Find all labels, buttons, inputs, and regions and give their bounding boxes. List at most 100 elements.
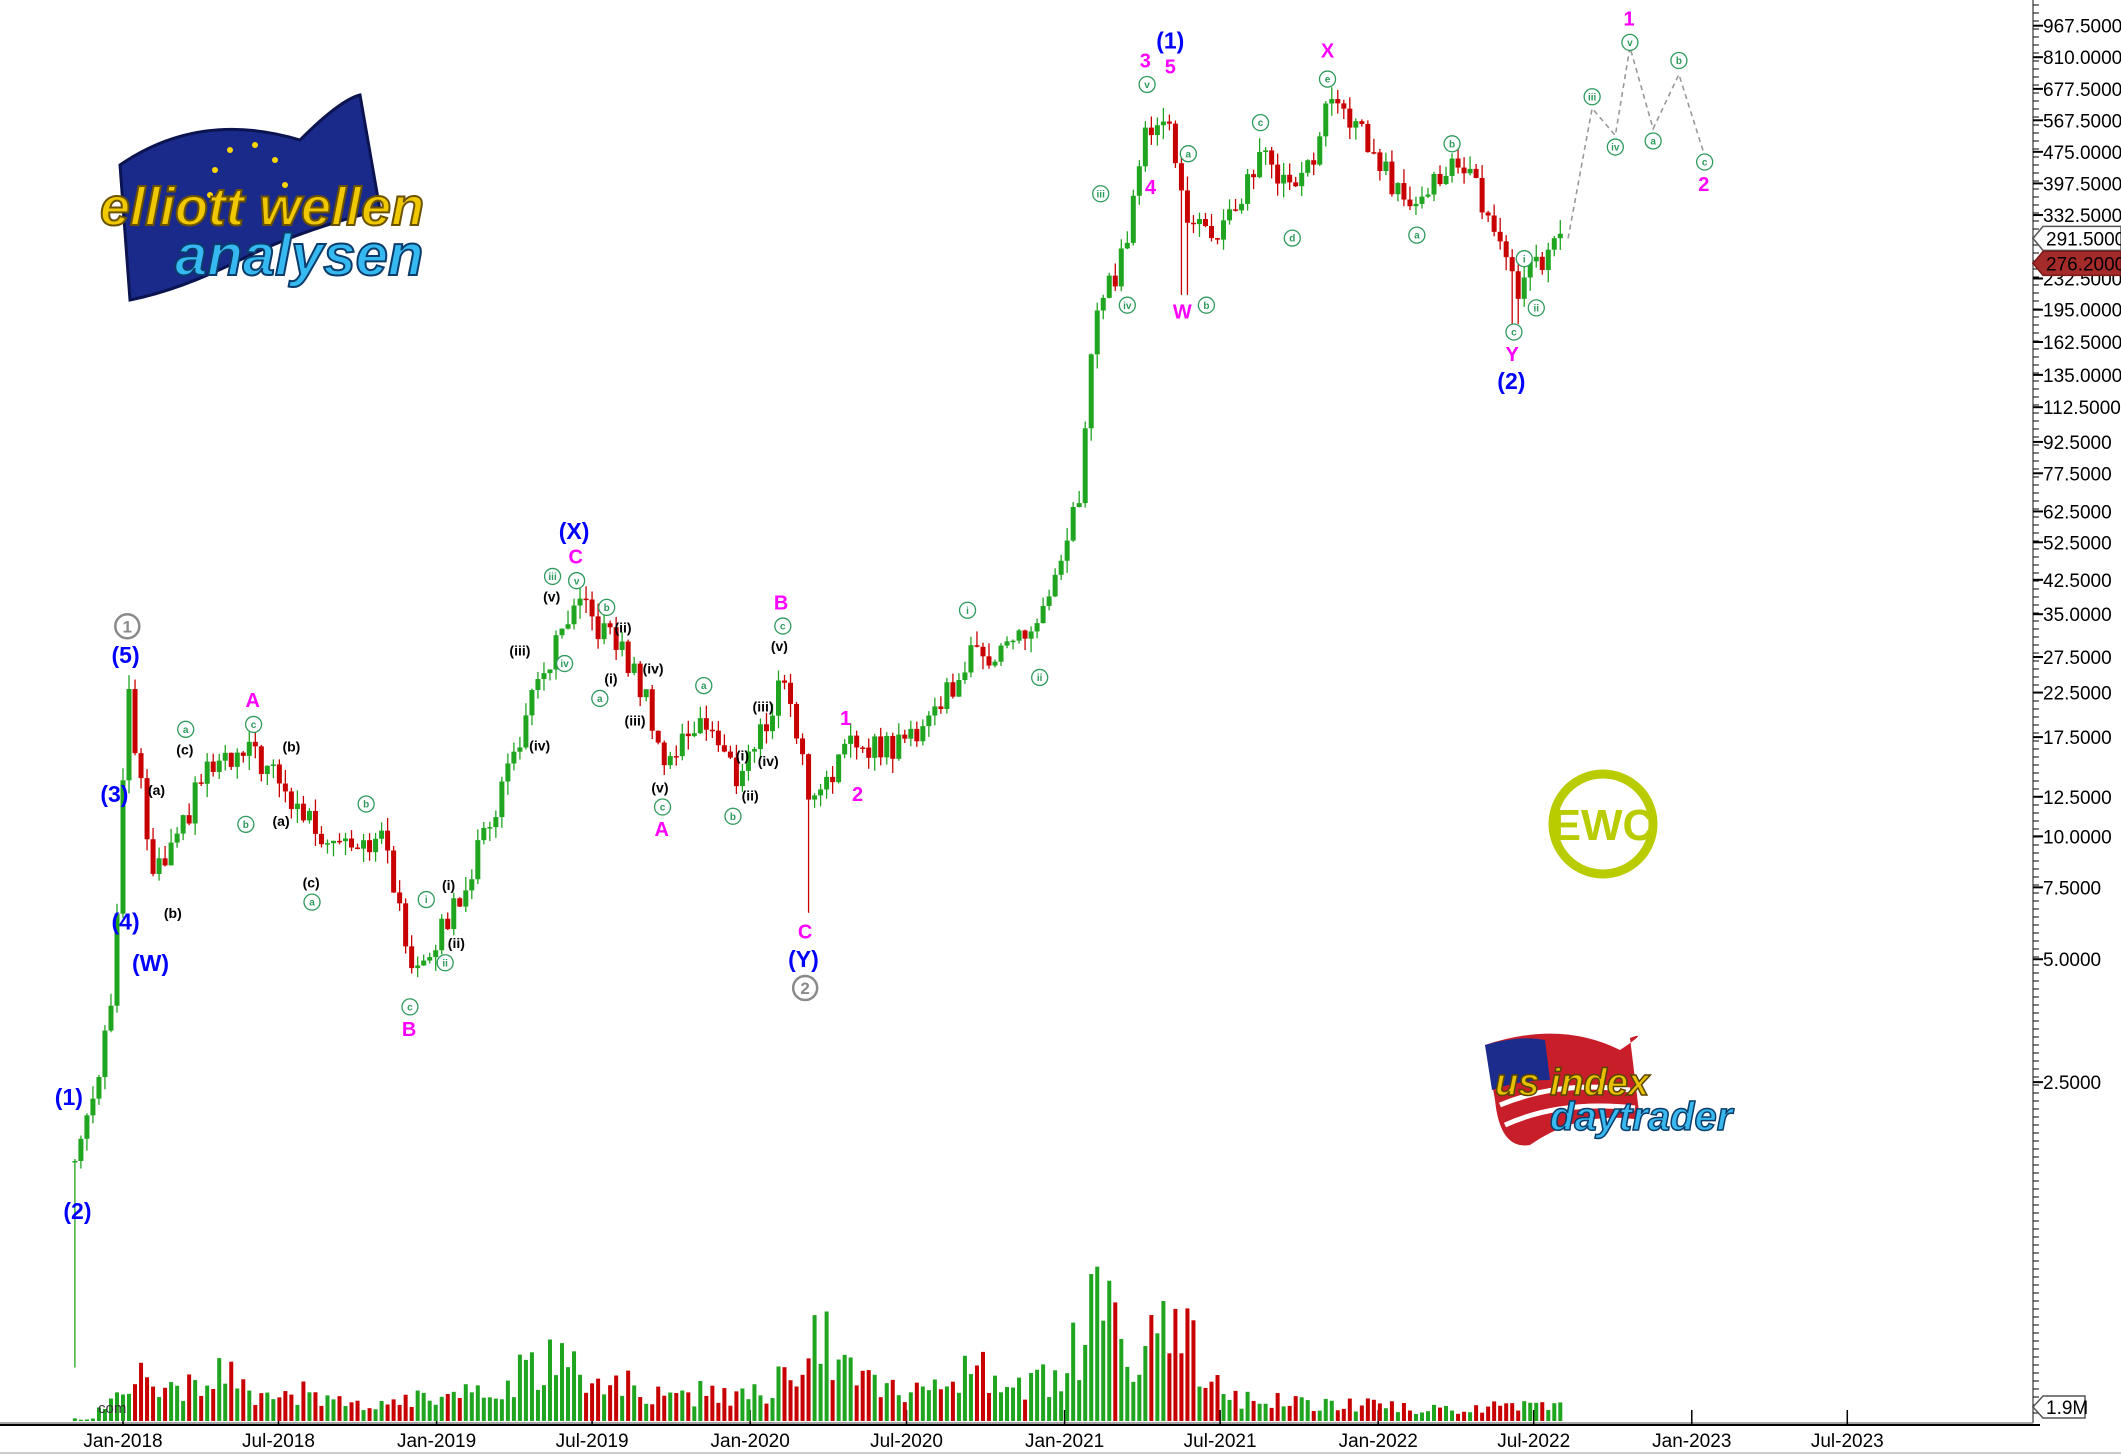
volume-bar — [1167, 1353, 1172, 1421]
volume-bar — [758, 1395, 763, 1421]
candle-body — [288, 791, 294, 810]
volume-bar — [854, 1385, 859, 1421]
candle-body — [1034, 623, 1040, 632]
volume-bar — [950, 1381, 955, 1421]
volume-bar — [355, 1400, 360, 1421]
wave-label-group: (ii) — [614, 619, 631, 635]
volume-bar — [1083, 1344, 1088, 1421]
volume-bar — [896, 1395, 901, 1421]
volume-bar — [986, 1392, 991, 1421]
wave-label-group: (2) — [63, 1198, 91, 1224]
volume-bar — [596, 1378, 601, 1421]
date-tick-label: Jul-2021 — [1184, 1431, 1257, 1452]
candle-body — [920, 726, 926, 742]
wave-label-group: a — [177, 720, 195, 738]
volume-bar — [409, 1406, 414, 1421]
candle-body — [1124, 242, 1130, 249]
volume-bar — [740, 1388, 745, 1421]
wave-label: c — [660, 803, 666, 814]
candle-body — [914, 728, 920, 742]
date-tick-label: Jan-2022 — [1339, 1431, 1418, 1452]
volume-bar — [842, 1354, 847, 1421]
volume-bar — [102, 1408, 107, 1421]
wave-label-group: (b) — [282, 739, 300, 755]
volume-bar — [511, 1397, 516, 1421]
volume-bar — [1131, 1381, 1136, 1421]
candle-body — [120, 780, 126, 914]
wave-label-group: a — [303, 893, 321, 911]
candle-body — [1437, 173, 1443, 185]
volume-bar — [1371, 1399, 1376, 1421]
candle-body — [1413, 203, 1419, 207]
candle-body — [703, 718, 709, 730]
volume-bar — [1335, 1410, 1340, 1421]
volume-bar — [1486, 1406, 1491, 1421]
candle-body — [1293, 182, 1299, 187]
candle-body — [1431, 173, 1437, 195]
wave-label: e — [1325, 75, 1331, 86]
volume-bar — [283, 1391, 288, 1421]
volume-bar — [1041, 1364, 1046, 1421]
volume-bar — [397, 1404, 402, 1421]
price-axis[interactable]: 967.5000 810.0000 677.5000 567.5000 475.0000… — [2033, 4, 2121, 1414]
wave-label-group: iv — [555, 654, 574, 673]
volume-bar — [1269, 1407, 1274, 1421]
volume-bar — [1305, 1400, 1310, 1421]
wave-label-group: 2 — [852, 784, 863, 806]
volume-bar — [78, 1419, 83, 1421]
wave-label: d — [1289, 234, 1295, 245]
candle-body — [860, 747, 866, 749]
volume-bar — [1023, 1399, 1028, 1421]
candle-body — [1082, 428, 1088, 504]
volume-bar — [716, 1402, 721, 1421]
wave-label-group: (v) — [771, 638, 788, 654]
volume-bar — [1185, 1308, 1190, 1421]
volume-bar — [1011, 1387, 1016, 1421]
date-tick-label: Jul-2022 — [1497, 1431, 1570, 1452]
candle-body — [1539, 256, 1545, 270]
candle-body — [986, 656, 992, 666]
wave-label: c — [1258, 118, 1264, 129]
volume-bar — [722, 1388, 727, 1421]
volume-bar — [656, 1386, 661, 1421]
volume-bar — [301, 1381, 306, 1421]
candle-body — [607, 623, 613, 628]
volume-bar — [1095, 1266, 1100, 1421]
wave-label-circle — [1031, 668, 1049, 687]
wave-label-group: ii — [1031, 668, 1049, 687]
candle-body — [721, 745, 727, 752]
candle-body — [571, 605, 577, 625]
volume-bar — [734, 1391, 739, 1421]
wave-label: B — [774, 593, 788, 615]
volume-bar — [890, 1379, 895, 1421]
volume-bar — [1552, 1403, 1557, 1421]
volume-bar — [1438, 1407, 1443, 1421]
candle-body — [1383, 161, 1389, 172]
volume-bar — [1119, 1338, 1124, 1421]
volume-bar — [668, 1392, 673, 1421]
wave-label: (ii) — [448, 935, 465, 951]
candle-body — [1064, 540, 1070, 561]
volume-bar — [553, 1375, 558, 1421]
wave-label: v — [1627, 38, 1633, 49]
candle-body — [385, 830, 391, 851]
candle-body — [343, 838, 349, 842]
date-axis[interactable]: Jan-2018 Jul-2018 Jan-2019 Jul-2019 Jan-2020… — [83, 1410, 1884, 1452]
candle-body — [96, 1077, 102, 1099]
candle-body — [1040, 605, 1046, 624]
wave-label-group: B — [774, 593, 788, 615]
volume-bar — [578, 1374, 583, 1421]
volume-bar — [728, 1405, 733, 1421]
candle-body — [1196, 218, 1202, 225]
volume-bar — [1432, 1404, 1437, 1421]
wave-label-circle — [1515, 250, 1533, 268]
candle-body — [240, 752, 246, 756]
wave-label-group: Y — [1506, 344, 1520, 366]
volume-bar — [560, 1343, 565, 1421]
candle-body — [541, 673, 547, 680]
wave-label: (i) — [604, 670, 617, 686]
volume-bar — [1233, 1390, 1238, 1421]
candle-body — [1118, 248, 1124, 287]
wave-label-group: v — [1138, 75, 1156, 94]
volume-bar — [999, 1392, 1004, 1421]
